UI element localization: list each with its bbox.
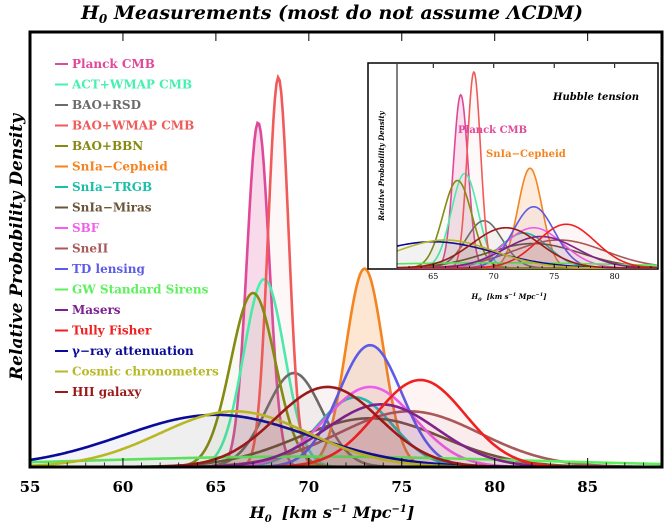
x-tick-label: 80 xyxy=(484,478,505,496)
legend-entry-hii-galaxy: HII galaxy xyxy=(72,385,142,399)
legend-entry-sneii: SneII xyxy=(72,242,109,256)
inset-label-planck: Planck CMB xyxy=(458,125,527,136)
inset-x-tick-label: 70 xyxy=(489,272,499,281)
area-ray-attenuation xyxy=(30,414,662,467)
legend-entry-td-lensing: TD lensing xyxy=(72,262,145,276)
inset-x-tick-label: 80 xyxy=(610,272,620,281)
inset-frame xyxy=(367,62,659,270)
curve-gw-standard-sirens xyxy=(29,455,663,466)
legend-entry-snia-cepheid: SnIa−Cepheid xyxy=(72,160,168,174)
area-snia-miras xyxy=(30,418,662,467)
inset-x-tick-label: 75 xyxy=(549,272,559,281)
inset-curves xyxy=(396,70,658,269)
inset-x-axis-label: H0 [km s−1 Mpc−1] xyxy=(470,292,547,303)
inset-annotation: Hubble tension xyxy=(552,92,639,103)
legend-entry-masers: Masers xyxy=(72,303,121,317)
x-tick-label: 70 xyxy=(298,478,319,496)
x-tick-label: 85 xyxy=(577,478,598,496)
legend-entry-snia-trgb: SnIa−TRGB xyxy=(72,180,152,194)
legend-entry-bao-rsd: BAO+RSD xyxy=(72,98,141,112)
x-tick-label: 65 xyxy=(205,478,226,496)
inset-x-tick-label: 65 xyxy=(428,272,438,281)
inset-plot: 65 70 75 80 Hubble tension Planck CMB SnIa−… xyxy=(367,62,659,303)
legend-entry-tully-fisher: Tully Fisher xyxy=(72,324,152,338)
area-hii-galaxy xyxy=(30,386,662,467)
inset-area-bao-bbn xyxy=(397,180,657,268)
main-axes: 55 60 65 70 75 80 85 xyxy=(20,30,664,496)
inset-curve-snia-miras xyxy=(396,242,658,269)
inset-curve-tully-fisher xyxy=(397,223,658,269)
x-axis-label: H0 [km s−1 Mpc−1] xyxy=(249,503,415,525)
inset-area-snia-cepheid xyxy=(397,168,657,268)
inset-area-ray-attenuation xyxy=(397,241,657,268)
legend-entry-ray-attenuation: γ−ray attenuation xyxy=(72,344,194,358)
legend-entry-cosmic-chronometers: Cosmic chronometers xyxy=(72,365,219,379)
area-snia-trgb xyxy=(30,397,662,467)
area-snia-cepheid xyxy=(30,268,662,467)
inset-curve-hii-galaxy xyxy=(396,226,657,269)
legend-entry-bao-bbn: BAO+BBN xyxy=(72,139,143,153)
inset-area-masers xyxy=(397,236,657,268)
legend-entry-gw-standard-sirens: GW Standard Sirens xyxy=(72,283,209,297)
y-axis-label: Relative Probability Density xyxy=(7,113,27,381)
legend: Planck CMB ACT+WMAP CMB BAO+RSD BAO+WMAP CM… xyxy=(55,57,219,399)
inset-area-tully-fisher xyxy=(397,224,657,268)
inset-area-hii-galaxy xyxy=(397,227,657,268)
inset-area-sbf xyxy=(397,227,657,268)
area-masers xyxy=(30,404,662,467)
chart-title: H0 Measurements (most do not assume ΛCDM… xyxy=(80,2,583,26)
inset-y-axis-label: Relative Probability Density xyxy=(377,110,386,221)
inset-area-td-lensing xyxy=(397,206,657,268)
inset-area-bao-rsd xyxy=(397,220,657,268)
area-cosmic-chronometers xyxy=(30,411,662,467)
inset-axes: 65 70 75 80 xyxy=(396,64,652,281)
legend-entry-snia-miras: SnIa−Miras xyxy=(72,201,152,215)
x-tick-label: 55 xyxy=(20,478,41,496)
inset-label-cepheid: SnIa−Cepheid xyxy=(486,149,566,160)
legend-entry-act-wmap-cmb: ACT+WMAP CMB xyxy=(71,78,192,92)
area-sbf xyxy=(30,386,662,467)
x-tick-label: 60 xyxy=(113,478,134,496)
legend-entry-planck-cmb: Planck CMB xyxy=(72,57,155,71)
legend-entry-sbf: SBF xyxy=(72,221,100,235)
legend-entry-bao-wmap-cmb: BAO+WMAP CMB xyxy=(72,119,194,133)
inset-area-cosmic-chronometers xyxy=(397,240,657,268)
x-tick-label: 75 xyxy=(391,478,412,496)
area-td-lensing xyxy=(30,345,662,467)
